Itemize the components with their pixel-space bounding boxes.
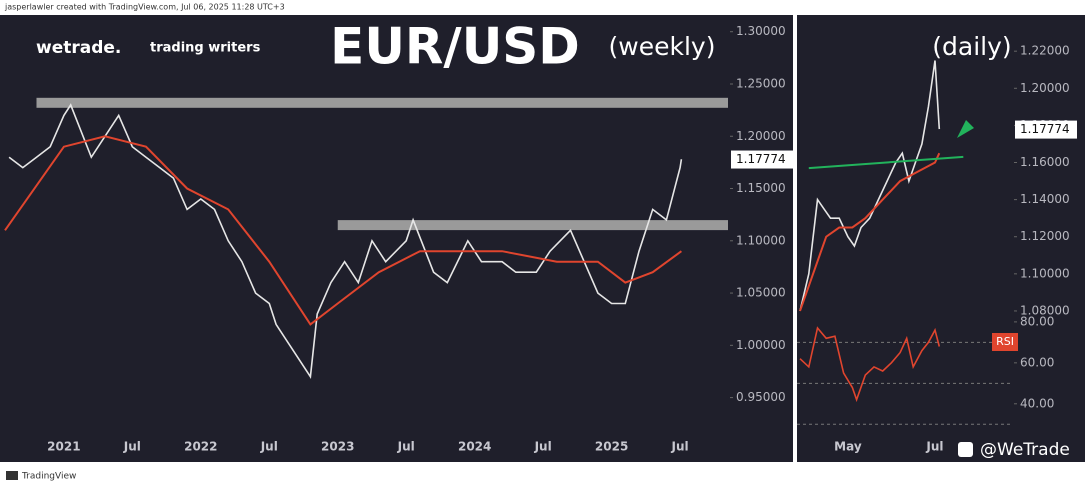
- y-tick-label: 1.10000: [736, 233, 786, 247]
- y-tick-label: 1.15000: [736, 181, 786, 195]
- level-band: [36, 97, 728, 108]
- y-tick-label: 0.95000: [736, 390, 786, 404]
- y-tick-label: 1.08000: [1020, 303, 1070, 317]
- last-price-label: 1.17774: [1020, 122, 1070, 136]
- daily-panel: [797, 15, 1085, 462]
- y-tick-label: 1.25000: [736, 76, 786, 90]
- y-tick-label: 1.10000: [1020, 266, 1070, 280]
- chart-title: (daily): [932, 32, 1011, 61]
- y-tick-label: 60.00: [1020, 355, 1054, 369]
- x-tick-label: 2021: [47, 440, 80, 454]
- y-tick-label: 40.00: [1020, 396, 1054, 410]
- series-line: [808, 155, 964, 170]
- header: jasperlawler created with TradingView.co…: [4, 3, 285, 12]
- chart-title: RSI: [996, 335, 1014, 348]
- x-tick-label: Jul: [534, 440, 552, 454]
- handle: @WeTrade: [980, 440, 1070, 460]
- logo: wetrade.: [36, 38, 121, 58]
- y-tick-label: 80.00: [1020, 314, 1054, 328]
- last-price-box: [1015, 120, 1077, 139]
- y-tick-label: 1.20000: [1020, 81, 1070, 95]
- x-tick-label: May: [834, 440, 862, 454]
- y-tick-label: 1.22000: [1020, 44, 1070, 58]
- x-tick-label: Jul: [671, 440, 689, 454]
- x-tick-label: 2022: [184, 440, 217, 454]
- icon: [958, 442, 973, 457]
- y-tick-label: 1.14000: [1020, 192, 1070, 206]
- arrow: [957, 120, 974, 138]
- y-tick-label: 1.30000: [736, 24, 786, 38]
- footer: TradingView: [21, 472, 76, 482]
- rsi-label-box: [992, 333, 1018, 351]
- x-tick-label: 2023: [321, 440, 354, 454]
- x-tick-label: Jul: [123, 440, 141, 454]
- tv-logo: [6, 471, 18, 480]
- y-tick-label: 1.12000: [1020, 229, 1070, 243]
- x-tick-label: Jul: [925, 440, 943, 454]
- level-band: [337, 220, 728, 231]
- series-line: [8, 103, 683, 380]
- x-tick-label: Jul: [260, 440, 278, 454]
- chart-subtitle: (weekly): [609, 32, 716, 61]
- last-price-label: 1.17774: [736, 152, 786, 166]
- weekly-panel: [0, 15, 793, 462]
- y-tick-label: 1.00000: [736, 338, 786, 352]
- y-tick-label: 1.16000: [1020, 155, 1070, 169]
- chart-title: EUR/USD: [330, 18, 580, 76]
- x-tick-label: Jul: [397, 440, 415, 454]
- series-line: [799, 152, 941, 312]
- series-line: [4, 135, 682, 326]
- series-line: [799, 326, 941, 403]
- last-price-box: [731, 150, 793, 169]
- logo: trading writers: [150, 41, 261, 56]
- y-tick-label: 1.05000: [736, 286, 786, 300]
- x-tick-label: 2025: [595, 440, 628, 454]
- y-tick-label: 1.20000: [736, 129, 786, 143]
- x-tick-label: 2024: [458, 440, 491, 454]
